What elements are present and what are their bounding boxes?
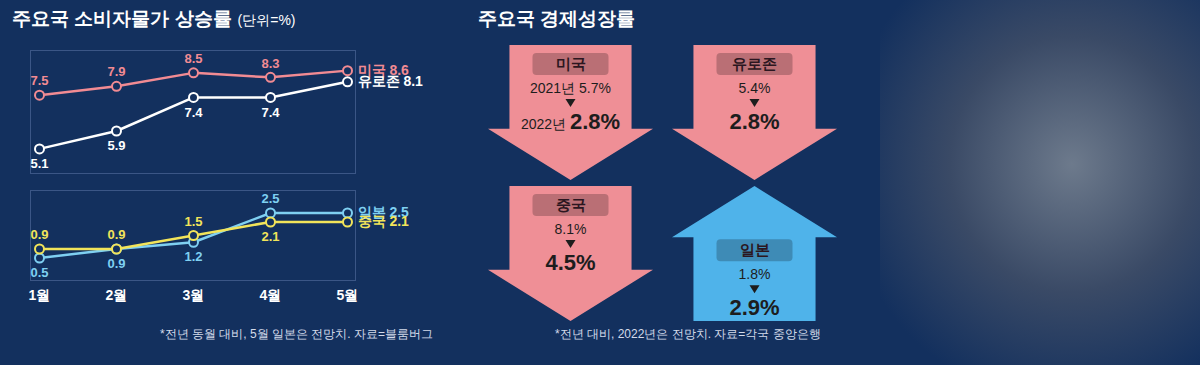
svg-text:2.8%: 2.8% [729, 109, 779, 134]
svg-text:2월: 2월 [106, 287, 128, 303]
svg-text:7.4: 7.4 [261, 105, 280, 120]
svg-text:미국 8.6: 미국 8.6 [357, 62, 409, 79]
svg-text:1.8%: 1.8% [739, 266, 771, 282]
svg-text:3월: 3월 [183, 287, 205, 303]
svg-text:중국 2.1: 중국 2.1 [358, 213, 410, 229]
svg-text:7.9: 7.9 [107, 64, 125, 79]
svg-text:7.5: 7.5 [30, 73, 48, 88]
svg-text:2022년 2.8%: 2022년 2.8% [521, 109, 620, 134]
svg-text:0.9: 0.9 [30, 227, 48, 242]
svg-text:유로존: 유로존 [732, 55, 777, 72]
svg-text:4월: 4월 [260, 287, 282, 303]
svg-text:8.3: 8.3 [261, 55, 279, 70]
svg-text:5.4%: 5.4% [739, 80, 771, 96]
svg-text:8.1%: 8.1% [555, 221, 587, 237]
svg-text:5.1: 5.1 [30, 156, 48, 171]
html-text:*전년 동월 대비, 5월 일본은 전망치. 자료=블룸버그: *전년 동월 대비, 5월 일본은 전망치. 자료=블룸버그 [160, 327, 433, 341]
svg-text:5월: 5월 [337, 287, 359, 303]
svg-text:5.9: 5.9 [107, 138, 125, 153]
svg-text:2.5: 2.5 [261, 191, 279, 206]
svg-text:0.9: 0.9 [107, 256, 125, 271]
svg-text:2021년 5.7%: 2021년 5.7% [530, 80, 611, 96]
svg-text:0.5: 0.5 [30, 265, 48, 280]
svg-text:1월: 1월 [29, 287, 51, 303]
svg-text:7.4: 7.4 [184, 105, 203, 120]
html-text:주요국 소비자물가 상승률 (단위=%): 주요국 소비자물가 상승률 (단위=%) [12, 8, 296, 29]
svg-text:1.5: 1.5 [184, 214, 202, 229]
svg-text:중국: 중국 [556, 196, 586, 213]
svg-text:일본 2.5: 일본 2.5 [357, 204, 409, 221]
svg-text:4.5%: 4.5% [545, 250, 595, 275]
svg-text:미국: 미국 [556, 55, 586, 72]
svg-text:0.9: 0.9 [107, 227, 125, 242]
svg-text:8.5: 8.5 [184, 51, 202, 66]
html-text:*전년 대비, 2022년은 전망치. 자료=각국 중앙은행: *전년 대비, 2022년은 전망치. 자료=각국 중앙은행 [555, 327, 821, 341]
svg-text:일본: 일본 [740, 241, 770, 258]
svg-text:유로존 8.1: 유로존 8.1 [358, 73, 424, 89]
svg-text:2.9%: 2.9% [729, 295, 779, 320]
svg-text:2.1: 2.1 [261, 229, 279, 244]
html-text:주요국 경제성장률: 주요국 경제성장률 [478, 8, 636, 29]
svg-text:1.2: 1.2 [184, 249, 202, 264]
